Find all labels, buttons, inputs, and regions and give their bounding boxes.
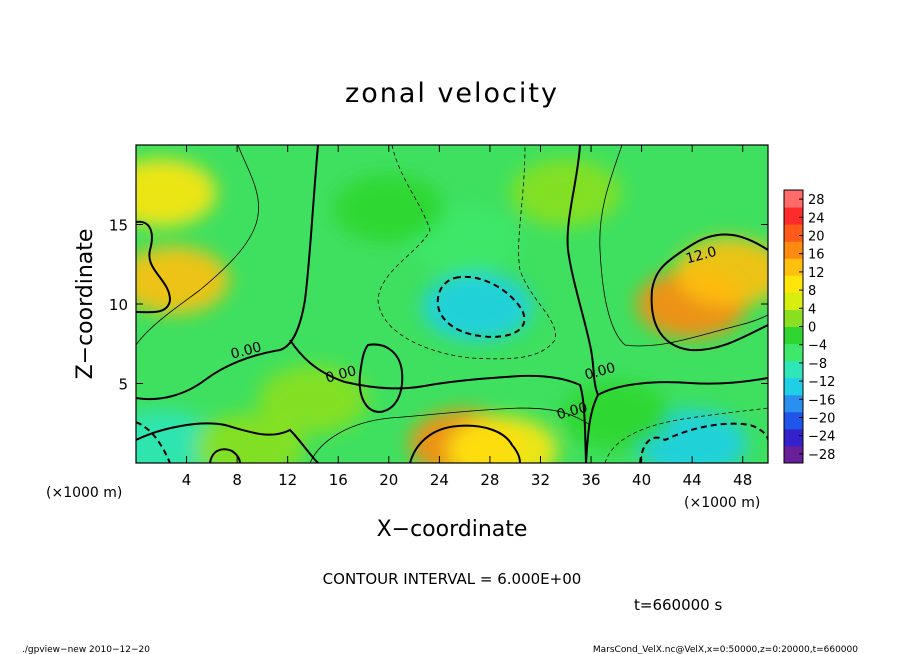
colorbar-segment <box>784 190 803 208</box>
x-tick-label: 32 <box>531 471 550 489</box>
contour-twelve-right <box>650 233 768 352</box>
contour-zero-top <box>566 145 599 396</box>
colorbar-label: −28 <box>808 448 835 463</box>
x-tick-label: 12 <box>278 471 297 489</box>
y-axis-ticks: 5 10 15 <box>109 217 768 394</box>
contour-minus12-right <box>639 422 768 463</box>
contour-zero-left <box>136 145 319 401</box>
colorbar-segment <box>784 428 803 447</box>
colorbar-label: −20 <box>808 412 835 427</box>
field-blob <box>257 365 368 434</box>
contour-labels: 0.00 0.00 0.00 0.00 12.0 <box>229 244 718 423</box>
colorbar-segment <box>784 207 803 225</box>
x-tick-label: 16 <box>329 471 348 489</box>
colorbar-label: 28 <box>808 193 825 208</box>
contour-interval-text: CONTOUR INTERVAL = 6.000E+00 <box>323 570 582 588</box>
y-tick-label: 10 <box>109 296 128 314</box>
field-blob <box>333 174 444 243</box>
field-blob <box>510 158 621 227</box>
colorbar-segment <box>784 326 803 345</box>
contour-thin-lower <box>309 407 591 463</box>
x-tick-label: 8 <box>232 471 242 489</box>
x-tick-label: 44 <box>683 471 702 489</box>
colorbar <box>783 189 804 464</box>
field-blob <box>194 413 305 463</box>
colorbar-segment <box>784 309 803 327</box>
colorbar-segment <box>784 411 803 430</box>
contour-thin-center <box>377 145 556 360</box>
footer-left: ./gpview−new 2010−12−20 <box>22 645 150 654</box>
contour-twelve-left <box>136 220 172 314</box>
colorbar-label: 0 <box>808 321 816 336</box>
colorbar-segment <box>784 377 803 396</box>
colorbar-label: 20 <box>808 230 825 245</box>
colorbar-segment <box>784 343 803 362</box>
plot-area: 0.00 0.00 0.00 0.00 12.0 <box>136 145 768 463</box>
contour-thin-upper-left <box>136 145 259 346</box>
field-blob <box>136 246 229 315</box>
contour-thin-lower-right <box>604 407 768 463</box>
colorbar-segment <box>784 241 803 259</box>
x-axis-label: X−coordinate <box>377 517 528 542</box>
x-tick-label: 28 <box>480 471 499 489</box>
contour-label: 0.00 <box>583 360 617 384</box>
x-tick-label: 4 <box>182 471 192 489</box>
contour-label: 0.00 <box>555 400 589 424</box>
colorbar-segment <box>784 258 803 276</box>
x-axis-ticks: 4 8 12 16 20 24 28 32 36 40 44 48 <box>182 145 752 489</box>
contour-minus12-left <box>136 421 171 463</box>
colorbar-label: −4 <box>808 339 827 354</box>
time-label: t=660000 s <box>634 596 722 614</box>
footer-right: MarsCond_VelX.nc@VelX,x=0:50000,z=0:2000… <box>593 645 858 654</box>
contour-zero-right <box>585 377 768 463</box>
x-tick-label: 40 <box>632 471 651 489</box>
x-unit-right: (×1000 m) <box>684 495 760 511</box>
x-unit-left: (×1000 m) <box>46 485 122 501</box>
colorbar-segment <box>784 394 803 413</box>
colorbar-label: 24 <box>808 211 825 226</box>
colorbar-segment <box>784 275 803 293</box>
colorbar-label: 16 <box>808 248 825 263</box>
x-tick-label: 36 <box>581 471 600 489</box>
colorbar-segment <box>784 445 803 464</box>
colorbar-label: −16 <box>808 393 835 408</box>
field-blob <box>447 416 558 463</box>
contour-lines <box>136 145 768 463</box>
contour-minus12-center <box>436 275 526 338</box>
contour-twelve-bottom <box>409 424 521 463</box>
chart-title: zonal velocity <box>345 78 559 109</box>
contour-zero-middle <box>289 339 587 463</box>
colorbar-segment <box>784 360 803 379</box>
colorbar-label: −8 <box>808 357 827 372</box>
colorbar-label: 8 <box>808 284 816 299</box>
colorbar-segment <box>784 292 803 310</box>
contour-label: 0.00 <box>229 339 263 363</box>
colorbar-label: −24 <box>808 430 835 445</box>
x-tick-label: 24 <box>430 471 449 489</box>
contour-twelve-small <box>209 448 241 463</box>
field-blob <box>675 238 768 307</box>
contour-thin-right <box>599 145 768 347</box>
colorbar-label: 12 <box>808 266 825 281</box>
contour-loop-center <box>358 343 404 414</box>
colorbar-label: −12 <box>808 375 835 390</box>
contour-label: 12.0 <box>684 244 718 268</box>
y-axis-label: Z−coordinate <box>73 229 98 380</box>
contour-label: 0.00 <box>324 363 358 387</box>
y-tick-label: 15 <box>109 217 128 235</box>
colorbar-labels: 28 24 20 16 12 8 4 0 −4 −8 −12 −16 −20 −24 −28 <box>808 193 835 463</box>
contour-zero-lower <box>136 422 319 463</box>
x-tick-label: 20 <box>379 471 398 489</box>
colorbar-segment <box>784 224 803 242</box>
x-tick-label: 48 <box>733 471 752 489</box>
colorbar-label: 4 <box>808 302 816 317</box>
field-blob <box>136 158 217 227</box>
y-tick-label: 5 <box>118 376 128 394</box>
